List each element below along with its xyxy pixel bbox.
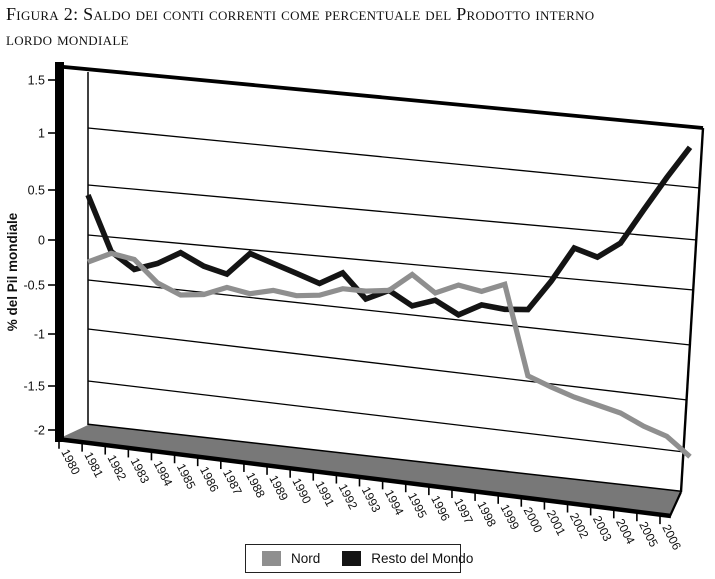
series-line-nord [87,250,692,459]
x-tick-label: 1991 [313,479,338,509]
x-tick-label: 2002 [567,511,592,541]
x-tick-label: 1986 [197,464,222,494]
x-tick-label: 1990 [289,476,314,506]
plot-frame-right [679,127,705,493]
figure-caption: Figura 2: Saldo dei conti correnti come … [6,2,712,52]
x-tick-label: 2001 [544,508,569,538]
x-tick-label: 1985 [174,461,199,491]
x-tick-label: 2005 [636,519,661,549]
x-tick-label: 1995 [405,490,430,520]
x-tick-label: 2006 [659,522,684,552]
x-tick-label: 1994 [382,487,407,517]
y-tick-label: 0.5 [28,184,45,198]
x-tick-label: 1982 [105,453,130,483]
chart-floor [58,425,681,516]
x-tick-label: 1981 [81,450,106,480]
x-tick-label: 1992 [336,482,361,512]
gridline [87,279,691,346]
x-tick-label: 1987 [220,467,245,497]
gridline [87,380,685,453]
x-tick-label: 1983 [128,455,153,485]
gridline [87,234,694,291]
x-tick-label: 2000 [521,505,546,535]
figure-caption-line2: lordo mondiale [6,29,129,49]
y-tick-label: 1 [38,127,45,141]
gridline [87,328,688,401]
x-tick-label: 1988 [243,470,268,500]
figure-caption-line1: Figura 2: Saldo dei conti correnti come … [6,4,595,24]
y-tick-label: 0 [38,234,45,248]
y-tick-label: 1.5 [28,74,45,88]
gridline [87,127,700,189]
legend-label-resto-del-mondo: Resto del Mondo [371,551,474,566]
y-tick-label: -1.5 [23,380,45,394]
y-axis-title: % del Pil mondiale [5,212,20,331]
chart-legend: Nord Resto del Mondo [245,544,473,573]
x-tick-label: 1984 [151,458,176,488]
gridline [87,184,697,241]
x-tick-label: 1998 [474,499,499,529]
y-tick-label: -1 [34,328,45,342]
x-tick-label: 1989 [266,473,291,503]
x-tick-label: 1996 [428,493,453,523]
x-axis-front-edge [56,436,672,519]
y-tick-label: -0.5 [23,279,45,293]
y-tick-label: -2 [34,424,45,438]
x-tick-label: 1997 [451,496,476,526]
legend-label-nord: Nord [291,551,321,566]
legend-swatch-resto-del-mondo [342,551,362,566]
x-tick-label: 1993 [359,484,384,514]
legend-swatch-nord [262,551,281,566]
x-tick-label: 2003 [590,513,615,543]
x-tick-label: 1999 [498,502,523,532]
plot-frame-top [58,64,704,130]
x-tick-label: 2004 [613,516,638,546]
x-tick-label: 1980 [58,447,83,477]
y-axis-pillar [55,62,64,442]
floor-right-edge [669,491,682,517]
